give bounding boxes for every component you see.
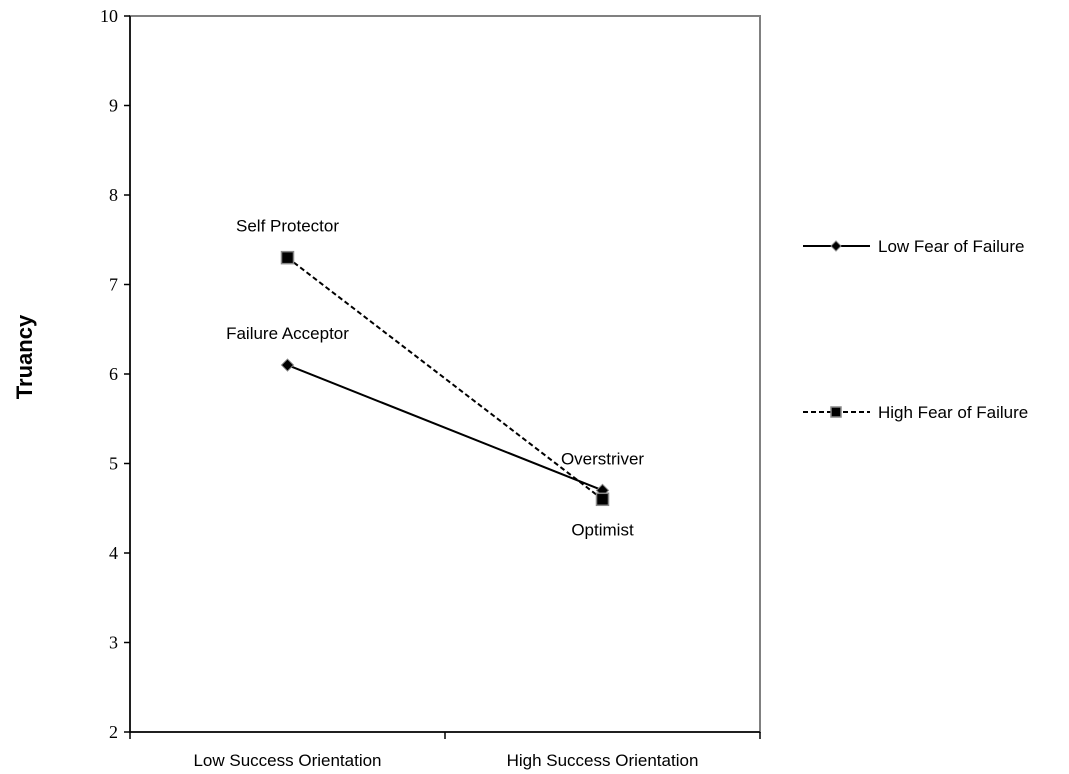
y-tick-label: 10 <box>100 6 118 26</box>
x-ticks: Low Success Orientation High Success Orie… <box>129 732 761 770</box>
data-point <box>280 250 295 265</box>
legend-label: High Fear of Failure <box>878 403 1028 422</box>
series-layer <box>280 250 610 507</box>
annotation-layer: Self Protector Failure Acceptor Overstrive… <box>226 217 644 540</box>
y-tick-label: 7 <box>109 275 118 295</box>
y-tick-label: 2 <box>109 722 118 742</box>
series-line <box>287 364 603 492</box>
legend-label: Low Fear of Failure <box>878 237 1024 256</box>
y-tick-label: 4 <box>109 543 118 563</box>
y-tick-label: 6 <box>109 364 118 384</box>
y-tick-label: 9 <box>109 96 118 116</box>
series-line <box>286 256 604 501</box>
plot-area <box>129 15 761 733</box>
data-point <box>595 492 610 507</box>
legend-marker <box>830 240 842 252</box>
data-annotation: Optimist <box>571 520 634 539</box>
y-tick-label: 5 <box>109 454 118 474</box>
data-point <box>280 358 295 372</box>
y-tick-label: 8 <box>109 185 118 205</box>
data-annotation: Self Protector <box>236 217 339 236</box>
legend-marker <box>830 406 842 418</box>
y-tick-label: 3 <box>109 633 118 653</box>
y-ticks: 2 3 4 5 6 7 8 9 10 <box>100 6 130 742</box>
y-axis-title: Truancy <box>12 314 37 399</box>
data-annotation: Overstriver <box>561 449 644 468</box>
data-annotation: Failure Acceptor <box>226 324 349 343</box>
x-tick-label: High Success Orientation <box>507 751 699 770</box>
legend: Low Fear of Failure High Fear of Failure <box>803 237 1028 422</box>
x-tick-label: Low Success Orientation <box>193 751 381 770</box>
